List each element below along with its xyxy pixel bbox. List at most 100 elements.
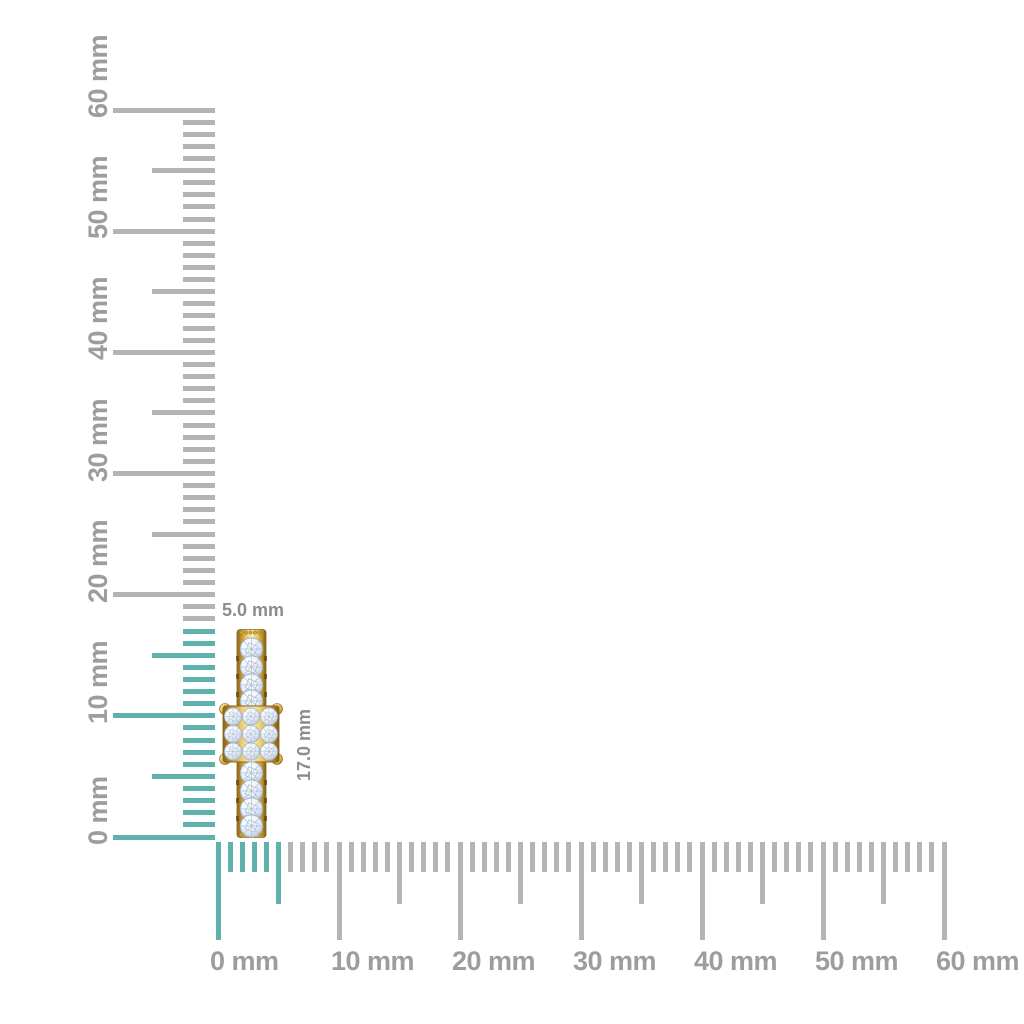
horizontal-ruler-tick-26mm	[530, 842, 536, 872]
horizontal-ruler-tick-34mm	[626, 842, 632, 872]
vertical-ruler-tick-41mm	[183, 337, 215, 343]
vertical-ruler-tick-52mm	[183, 204, 215, 210]
vertical-ruler-tick-16mm	[183, 640, 215, 646]
horizontal-ruler-tick-38mm	[675, 842, 681, 872]
horizontal-ruler-label-40mm: 40 mm	[694, 946, 778, 976]
vertical-ruler-tick-60mm	[113, 107, 215, 113]
vertical-ruler-tick-8mm	[183, 737, 215, 743]
vertical-ruler-tick-25mm	[152, 531, 215, 537]
vertical-ruler-tick-29mm	[183, 483, 215, 489]
vertical-ruler-label-30mm: 30 mm	[83, 398, 113, 482]
vertical-ruler-tick-28mm	[183, 495, 215, 501]
vertical-ruler-tick-7mm	[183, 749, 215, 755]
vertical-ruler-tick-11mm	[183, 701, 215, 707]
vertical-ruler-tick-12mm	[183, 689, 215, 695]
horizontal-ruler-tick-57mm	[905, 842, 911, 872]
horizontal-ruler-tick-3mm	[251, 842, 257, 872]
vertical-ruler-tick-45mm	[152, 289, 215, 295]
horizontal-ruler-tick-60mm	[941, 842, 947, 940]
vertical-ruler-label-10mm: 10 mm	[83, 640, 113, 724]
vertical-ruler-tick-15mm	[152, 652, 215, 658]
vertical-ruler-tick-53mm	[183, 192, 215, 198]
vertical-ruler-tick-55mm	[152, 168, 215, 174]
vertical-ruler-tick-59mm	[183, 119, 215, 125]
vertical-ruler-tick-26mm	[183, 519, 215, 525]
vertical-ruler-tick-36mm	[183, 398, 215, 404]
horizontal-ruler-tick-39mm	[687, 842, 693, 872]
band-diamonds-top	[239, 637, 264, 713]
vertical-ruler-tick-46mm	[183, 277, 215, 283]
vertical-ruler-tick-23mm	[183, 555, 215, 561]
horizontal-ruler-tick-49mm	[808, 842, 814, 872]
vertical-ruler-tick-6mm	[183, 761, 215, 767]
horizontal-ruler-tick-10mm	[336, 842, 342, 940]
vertical-ruler-tick-14mm	[183, 664, 215, 670]
vertical-ruler-tick-47mm	[183, 265, 215, 271]
vertical-ruler-tick-43mm	[183, 313, 215, 319]
horizontal-ruler-tick-5mm	[276, 842, 281, 904]
vertical-ruler-tick-24mm	[183, 543, 215, 549]
vertical-ruler-tick-56mm	[183, 155, 215, 161]
horizontal-ruler-tick-9mm	[324, 842, 330, 872]
vertical-ruler-tick-42mm	[183, 325, 215, 331]
vertical-ruler-tick-18mm	[183, 616, 215, 622]
horizontal-ruler-tick-54mm	[868, 842, 874, 872]
vertical-ruler-tick-22mm	[183, 567, 215, 573]
vertical-ruler-tick-58mm	[183, 131, 215, 137]
horizontal-ruler-tick-58mm	[917, 842, 923, 872]
horizontal-ruler-tick-46mm	[772, 842, 778, 872]
horizontal-ruler-tick-47mm	[784, 842, 790, 872]
horizontal-ruler-tick-37mm	[663, 842, 669, 872]
horizontal-ruler-tick-51mm	[832, 842, 838, 872]
horizontal-ruler-tick-40mm	[699, 842, 705, 940]
jewelry-item	[219, 629, 283, 838]
vertical-ruler-tick-44mm	[183, 301, 215, 307]
horizontal-ruler-tick-21mm	[469, 842, 475, 872]
horizontal-ruler-tick-35mm	[639, 842, 644, 904]
vertical-ruler-tick-50mm	[113, 228, 215, 234]
horizontal-ruler-tick-52mm	[844, 842, 850, 872]
horizontal-ruler-tick-43mm	[735, 842, 741, 872]
horizontal-ruler-tick-19mm	[445, 842, 451, 872]
horizontal-ruler-label-30mm: 30 mm	[573, 946, 657, 976]
vertical-ruler-tick-40mm	[113, 349, 215, 355]
horizontal-ruler-tick-23mm	[493, 842, 499, 872]
vertical-ruler-tick-21mm	[183, 580, 215, 586]
horizontal-ruler-tick-8mm	[312, 842, 318, 872]
vertical-ruler-tick-19mm	[183, 604, 215, 610]
cluster-diamonds	[224, 707, 278, 761]
vertical-ruler-tick-38mm	[183, 374, 215, 380]
vertical-ruler-tick-13mm	[183, 676, 215, 682]
vertical-ruler-tick-48mm	[183, 252, 215, 258]
horizontal-ruler-tick-24mm	[505, 842, 511, 872]
horizontal-ruler-tick-27mm	[542, 842, 548, 872]
vertical-ruler-tick-17mm	[183, 628, 215, 634]
horizontal-ruler-tick-28mm	[554, 842, 560, 872]
horizontal-ruler-tick-0mm	[215, 842, 221, 940]
vertical-ruler-tick-37mm	[183, 386, 215, 392]
item-width-label: 5.0 mm	[222, 600, 285, 620]
vertical-ruler-tick-54mm	[183, 180, 215, 186]
horizontal-ruler-tick-48mm	[796, 842, 802, 872]
vertical-ruler-tick-1mm	[183, 822, 215, 828]
vertical-ruler-label-50mm: 50 mm	[83, 156, 113, 240]
vertical-ruler-label-0mm: 0 mm	[83, 776, 113, 845]
horizontal-ruler-tick-50mm	[820, 842, 826, 940]
horizontal-ruler-tick-7mm	[300, 842, 306, 872]
vertical-ruler-tick-30mm	[113, 471, 215, 476]
vertical-ruler-tick-27mm	[183, 507, 215, 513]
vertical-ruler-tick-3mm	[183, 798, 215, 804]
horizontal-ruler-tick-55mm	[881, 842, 886, 904]
horizontal-ruler-tick-22mm	[481, 842, 487, 872]
horizontal-ruler-tick-59mm	[929, 842, 935, 872]
horizontal-ruler-tick-25mm	[518, 842, 523, 904]
vertical-ruler-tick-0mm	[113, 834, 215, 840]
vertical-ruler-tick-49mm	[183, 240, 215, 246]
vertical-ruler-tick-32mm	[183, 446, 215, 452]
horizontal-ruler-tick-16mm	[409, 842, 415, 872]
horizontal-ruler-tick-56mm	[893, 842, 899, 872]
vertical-ruler-tick-9mm	[183, 725, 215, 731]
vertical-ruler-tick-33mm	[183, 434, 215, 440]
horizontal-ruler-tick-36mm	[651, 842, 657, 872]
